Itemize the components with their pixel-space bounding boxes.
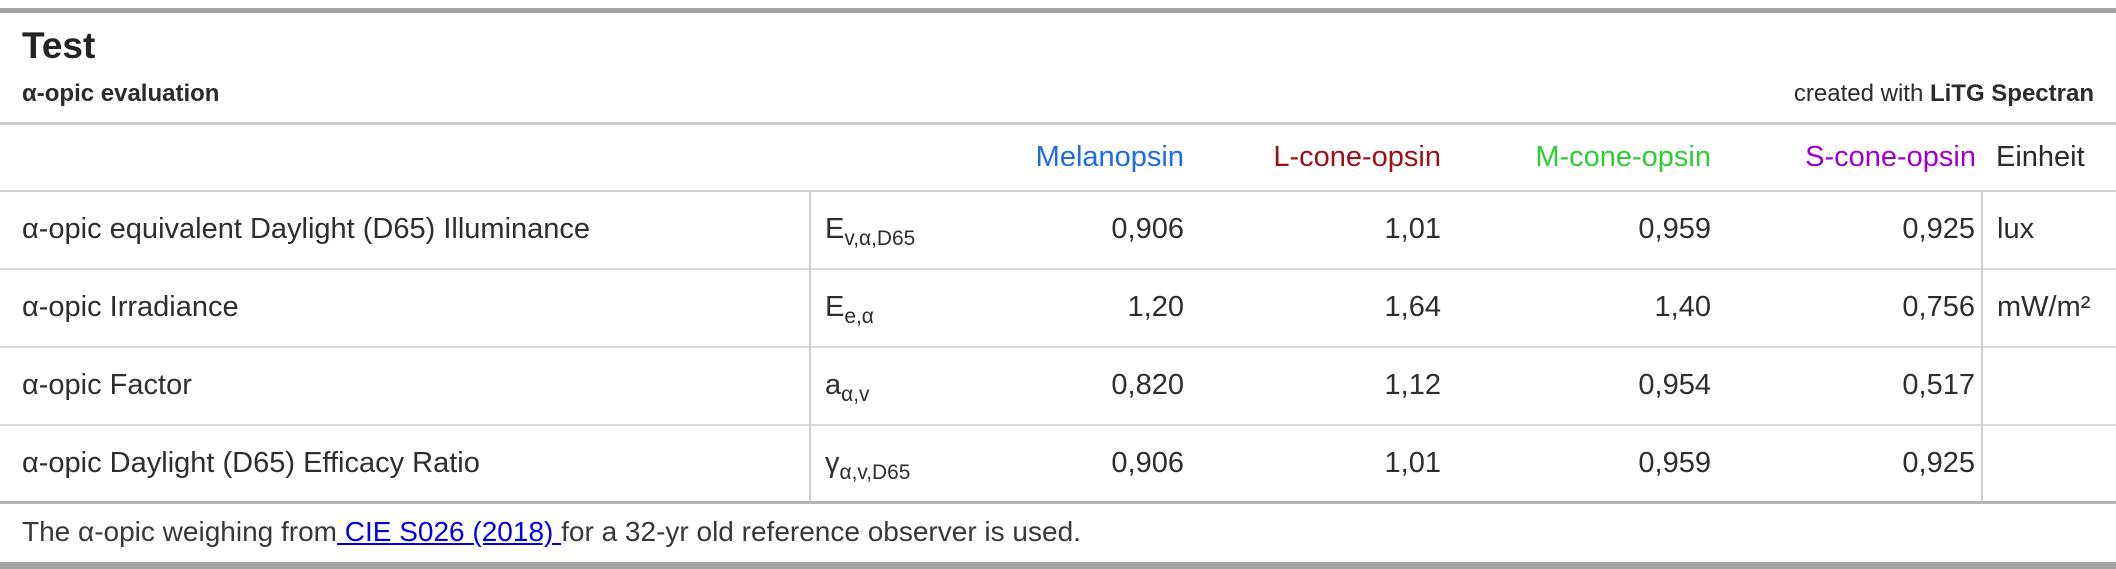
credit-prefix: created with — [1793, 79, 1930, 107]
symbol-base: E — [825, 213, 845, 246]
value-l-cone-opsin: 1,64 — [1190, 267, 1447, 347]
row-label: α-opic Irradiance — [0, 267, 810, 347]
value-melanopsin: 0,820 — [985, 345, 1190, 425]
report-page: Test α-opic evaluation created with LiTG… — [0, 8, 2116, 569]
footnote-text-after: for a 32-yr old reference observer is us… — [561, 516, 1081, 548]
table-row-efficacy-ratio: α-opic Daylight (D65) Efficacy Ratio γα,… — [0, 423, 2116, 503]
alpha-opic-table: Melanopsin L-cone-opsin M-cone-opsin S-c… — [0, 124, 2116, 505]
row-label: α-opic Daylight (D65) Efficacy Ratio — [0, 423, 810, 503]
value-s-cone-opsin: 0,517 — [1717, 345, 1982, 425]
row-symbol: aα,v — [809, 345, 985, 425]
value-s-cone-opsin: 0,925 — [1717, 423, 1982, 503]
row-symbol: Ee,α — [809, 267, 985, 347]
column-header-s-cone-opsin: S-cone-opsin — [1717, 124, 1982, 192]
row-unit — [1981, 345, 2116, 425]
symbol-base: γ — [825, 446, 840, 479]
footnote: The α-opic weighing from CIE S026 (2018)… — [0, 504, 2116, 562]
cie-s026-link[interactable]: CIE S026 (2018) — [337, 516, 562, 548]
value-m-cone-opsin: 1,40 — [1447, 267, 1717, 347]
value-m-cone-opsin: 0,954 — [1447, 345, 1717, 425]
table-row-illuminance: α-opic equivalent Daylight (D65) Illumin… — [0, 190, 2116, 269]
value-m-cone-opsin: 0,959 — [1638, 213, 1711, 246]
symbol-subscript: v,α,D65 — [844, 226, 916, 250]
row-unit: mW/m² — [1981, 267, 2116, 347]
symbol-subscript: α,v,D65 — [839, 460, 911, 484]
page-title: Test — [22, 25, 96, 66]
symbol-base: a — [825, 369, 842, 402]
row-symbol: Ev,α,D65 — [809, 190, 985, 269]
value-l-cone-opsin: 1,12 — [1190, 345, 1447, 425]
subtitle-row: α-opic evaluation created with LiTG Spec… — [22, 80, 2094, 108]
page-subtitle: α-opic evaluation — [22, 79, 220, 107]
row-label: α-opic Factor — [0, 345, 810, 425]
value-l-cone-opsin: 1,01 — [1190, 423, 1447, 503]
row-label: α-opic equivalent Daylight (D65) Illumin… — [22, 213, 591, 246]
column-header-einheit: Einheit — [1982, 124, 2116, 192]
value-melanopsin: 0,906 — [1111, 213, 1184, 246]
column-header-empty-symbol — [810, 124, 985, 192]
column-header-m-cone-opsin: M-cone-opsin — [1447, 124, 1717, 192]
symbol-subscript: e,α — [844, 304, 874, 328]
symbol-base: E — [825, 291, 845, 324]
row-unit — [1981, 423, 2116, 503]
credit-app-name: LiTG Spectran — [1929, 79, 2094, 107]
column-header-melanopsin: Melanopsin — [985, 124, 1190, 192]
value-m-cone-opsin: 0,959 — [1447, 423, 1717, 503]
table-row-factor: α-opic Factor aα,v 0,820 1,12 0,954 0,51… — [0, 345, 2116, 425]
column-header-l-cone-opsin: L-cone-opsin — [1190, 124, 1447, 192]
value-melanopsin: 0,906 — [985, 423, 1190, 503]
value-melanopsin: 1,20 — [985, 267, 1190, 347]
value-l-cone-opsin: 1,01 — [1384, 213, 1441, 246]
column-header-empty-label — [0, 124, 810, 192]
value-s-cone-opsin: 0,756 — [1717, 267, 1982, 347]
table-header-row: Melanopsin L-cone-opsin M-cone-opsin S-c… — [0, 124, 2116, 192]
symbol-subscript: α,v — [841, 382, 870, 406]
value-s-cone-opsin: 0,925 — [1902, 213, 1975, 246]
row-symbol: γα,v,D65 — [809, 423, 985, 503]
report-header: Test α-opic evaluation created with LiTG… — [0, 13, 2116, 125]
credit-note: created with LiTG Spectran — [1794, 80, 2094, 108]
footnote-text-before: The α-opic weighing from — [22, 516, 337, 548]
table-row-irradiance: α-opic Irradiance Ee,α 1,20 1,64 1,40 0,… — [0, 267, 2116, 347]
row-unit: lux — [1981, 190, 2116, 269]
